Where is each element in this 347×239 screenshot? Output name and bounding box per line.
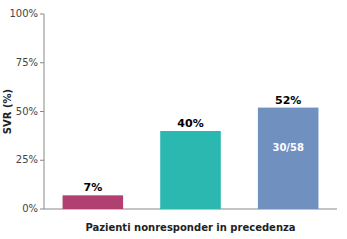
y-tick xyxy=(40,111,44,112)
bar xyxy=(258,108,319,209)
y-tick xyxy=(40,160,44,161)
chart-container: 0% 25% 50% 75% 100% 7% 40% 52% 30/58 Pazienti non… xyxy=(0,0,347,239)
y-tick xyxy=(40,209,44,210)
bar xyxy=(63,195,124,209)
chart: 0% 25% 50% 75% 100% 7% 40% 52% 30/58 Pazienti non… xyxy=(0,0,347,239)
data-label: 52% xyxy=(275,94,301,107)
y-axis: 0% 25% 50% 75% 100% xyxy=(9,8,44,214)
bar-sublabel: 30/58 xyxy=(272,142,304,153)
y-tick-label: 25% xyxy=(16,154,38,165)
y-axis-label: SVR (%) xyxy=(2,89,13,134)
x-axis-label: Pazienti nonresponder in precedenza xyxy=(85,222,295,233)
y-tick-label: 50% xyxy=(16,106,38,117)
y-tick xyxy=(40,62,44,63)
y-axis-line xyxy=(44,14,45,209)
bar xyxy=(160,131,221,209)
data-label: 7% xyxy=(83,181,102,194)
y-tick xyxy=(40,14,44,15)
labels: 7% 40% 52% 30/58 xyxy=(83,94,303,195)
data-label: 40% xyxy=(177,117,203,130)
y-tick-label: 75% xyxy=(16,57,38,68)
y-tick-label: 0% xyxy=(22,203,38,214)
y-tick-label: 100% xyxy=(9,8,38,19)
bars xyxy=(63,108,319,209)
